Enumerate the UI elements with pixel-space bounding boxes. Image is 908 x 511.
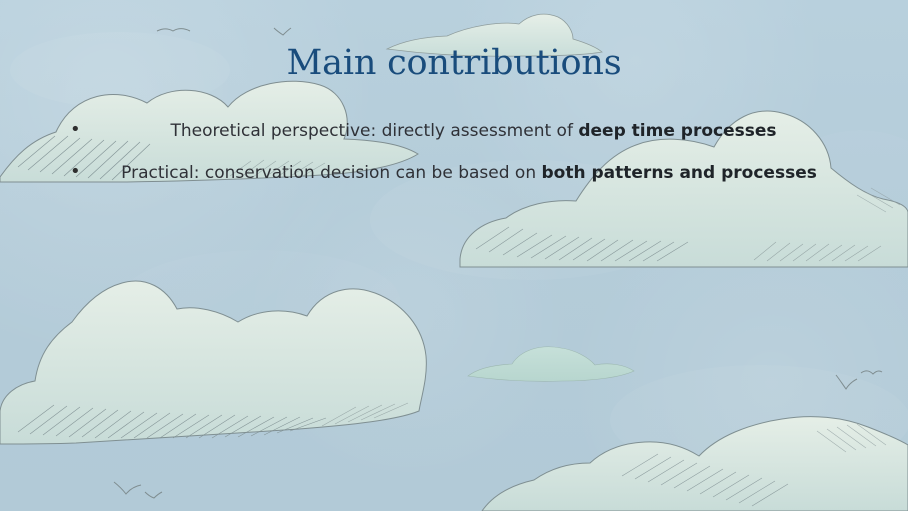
- contribution-text-regular: Theoretical perspective: directly assess…: [170, 121, 579, 141]
- contribution-item-theoretical: • Theoretical perspective: directly asse…: [0, 120, 908, 142]
- bird-top-left: [156, 28, 191, 32]
- contribution-text-regular: Practical: conservation decision can be …: [121, 163, 542, 183]
- contribution-text-emphasis: deep time processes: [578, 121, 777, 141]
- cloud-bottom-right: [481, 416, 908, 511]
- cloud-top-center: [385, 13, 603, 57]
- bird-right: [835, 370, 883, 390]
- contribution-text-emphasis: both patterns and processes: [541, 163, 817, 183]
- contribution-text-practical: Practical: conservation decision can be …: [0, 162, 908, 184]
- contribution-item-practical: • Practical: conservation decision can b…: [0, 162, 908, 184]
- cloud-right: [459, 110, 908, 268]
- cloud-small-center: [467, 346, 635, 382]
- bullet-icon: •: [70, 119, 81, 140]
- slide-title: Main contributions: [286, 43, 622, 83]
- contribution-list: • Theoretical perspective: directly asse…: [0, 120, 908, 200]
- bullet-icon: •: [70, 161, 81, 182]
- cloud-left-bottom: [0, 280, 427, 445]
- cloud-top-left: [0, 80, 419, 183]
- bird-top-center: [273, 27, 292, 36]
- bird-bottom-left: [113, 481, 163, 499]
- contribution-text-theoretical: Theoretical perspective: directly assess…: [0, 120, 908, 142]
